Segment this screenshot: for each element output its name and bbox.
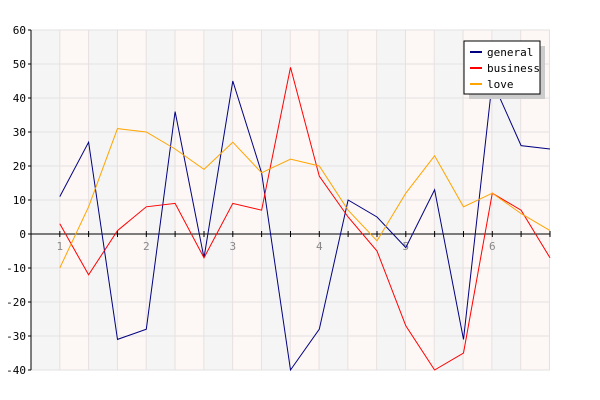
y-tick-label: 20 <box>13 160 26 173</box>
data-series <box>59 67 551 372</box>
series-line-business <box>59 67 551 371</box>
y-tick-label: 40 <box>13 92 26 105</box>
y-tick-label: -10 <box>6 262 26 275</box>
y-tick-label: 30 <box>13 126 26 139</box>
y-tick-label: -20 <box>6 296 26 309</box>
legend-label-general: general <box>487 46 533 59</box>
x-tick-label: 3 <box>229 240 236 253</box>
legend: general business love <box>463 40 545 99</box>
y-tick-label: -30 <box>6 330 26 343</box>
x-tick-label: 2 <box>143 240 150 253</box>
series-line-general <box>59 79 551 372</box>
legend-label-love: love <box>487 78 514 91</box>
x-tick-label: 6 <box>489 240 496 253</box>
x-tick-label: 1 <box>56 240 63 253</box>
y-tick-label: -40 <box>6 364 26 377</box>
y-axis-ticks: 60 50 40 30 20 10 0 -10 -20 -30 -40 <box>6 24 31 377</box>
series-line-love <box>59 128 551 269</box>
y-tick-label: 0 <box>19 228 26 241</box>
y-tick-label: 10 <box>13 194 26 207</box>
x-tick-label: 4 <box>316 240 323 253</box>
y-tick-label: 50 <box>13 58 26 71</box>
y-tick-label: 60 <box>13 24 26 37</box>
legend-label-business: business <box>487 62 540 75</box>
